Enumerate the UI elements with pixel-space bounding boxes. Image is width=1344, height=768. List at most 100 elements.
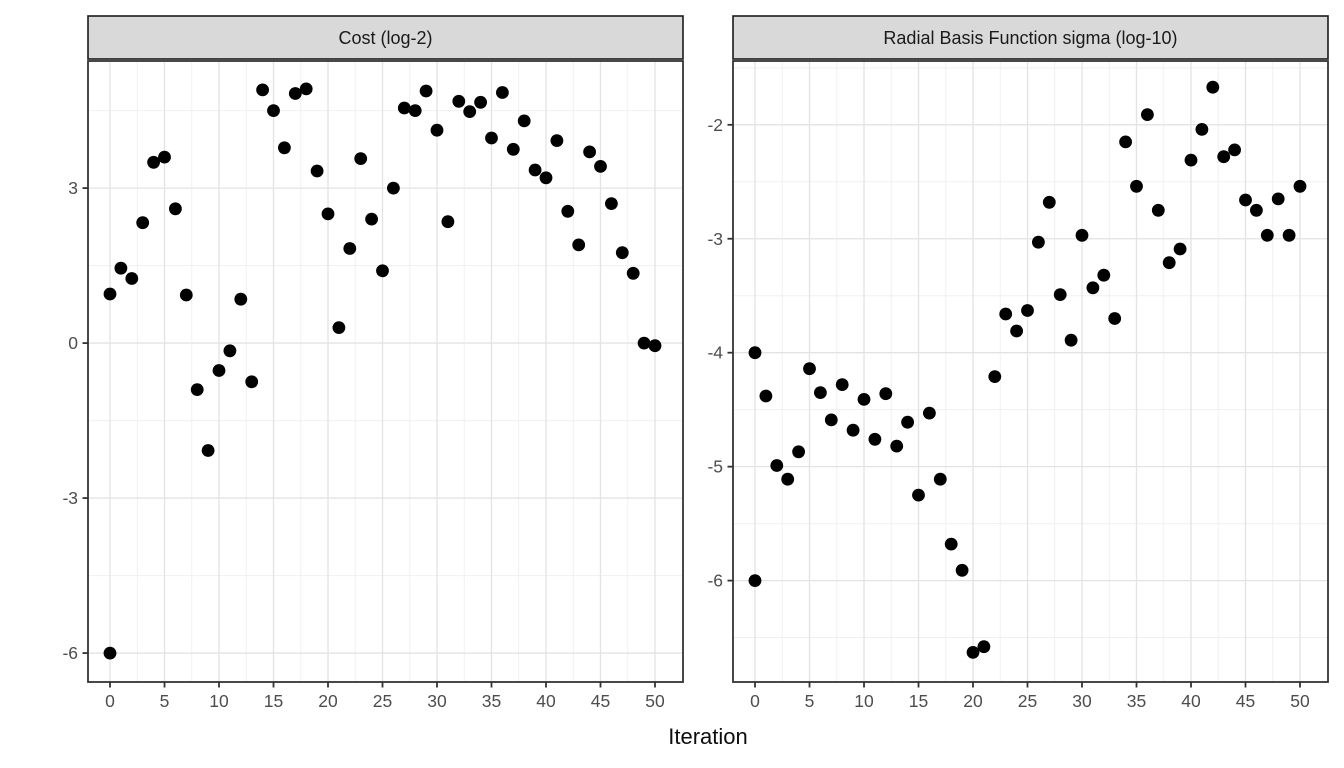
data-point [517,114,531,128]
data-point [245,375,259,389]
data-point [857,393,871,406]
data-point [299,82,313,96]
x-tick-label: 30 [427,691,447,711]
y-tick-label: -5 [707,457,723,477]
x-tick-label: 0 [750,691,760,711]
data-point [256,83,269,97]
x-tick-label: 40 [1181,691,1201,711]
data-point [397,101,411,115]
data-point [803,362,816,376]
data-point [267,104,280,117]
data-point [1075,228,1089,242]
data-point [136,216,150,230]
data-point [1217,150,1231,164]
data-point [223,344,237,358]
facet-strip-title: Radial Basis Function sigma (log-10) [883,28,1177,48]
data-point [583,145,596,159]
data-point [158,150,171,164]
facet-strip [732,15,1329,60]
panel-background [733,61,1328,682]
data-point [1032,235,1045,249]
data-point [506,142,520,156]
data-point [474,95,487,109]
data-point [528,163,542,177]
data-point [234,292,248,306]
data-point [201,444,215,457]
x-tick-label: 35 [1127,691,1146,711]
data-point [933,472,947,486]
data-point [147,155,161,169]
y-tick-label: -4 [707,343,723,363]
data-point [1010,324,1023,338]
data-point [310,164,324,178]
data-point [1206,80,1220,94]
data-point [648,339,662,353]
facet-strip [87,15,684,60]
data-point [626,266,640,280]
x-tick-label: 10 [209,691,229,711]
y-tick-label: 0 [68,333,78,353]
data-point [1053,288,1067,301]
data-point [944,537,958,551]
y-tick-label: -6 [707,571,723,591]
data-point [615,246,629,260]
data-point [1173,242,1187,256]
data-point [770,459,784,472]
y-tick-label: -2 [707,115,723,135]
data-point [748,346,762,360]
data-point [1064,333,1078,347]
data-point [912,488,925,502]
data-point [288,87,302,100]
x-tick-label: 25 [1018,691,1037,711]
x-tick-label: 45 [591,691,610,711]
data-point [114,261,128,275]
data-point [637,336,651,350]
data-point [824,413,838,427]
data-point [781,472,795,486]
x-tick-label: 15 [264,691,283,711]
data-point [1151,203,1165,217]
data-point [169,202,182,216]
data-point [354,152,368,166]
x-tick-label: 40 [536,691,556,711]
data-point [955,563,969,577]
data-point [923,406,936,420]
x-tick-label: 5 [805,691,815,711]
x-tick-label: 10 [854,691,874,711]
data-point [835,378,849,391]
data-point [278,141,291,155]
data-point [1086,281,1100,295]
data-point [463,105,477,118]
data-point [1042,195,1056,209]
data-point [748,574,762,587]
data-point [605,197,618,211]
data-point [496,86,509,99]
facet-strip-title: Cost (log-2) [338,28,432,48]
data-point [966,646,980,659]
x-tick-label: 35 [482,691,501,711]
data-point [1141,108,1154,121]
data-point [879,387,893,401]
data-point [1021,304,1034,317]
panel-border [87,60,684,683]
data-point [1195,122,1209,136]
data-point [814,386,827,399]
data-point [190,383,204,396]
x-tick-label: 50 [1290,691,1310,711]
data-point [759,389,773,403]
data-point [1228,143,1241,157]
x-tick-label: 5 [160,691,170,711]
y-tick-label: 3 [68,178,78,198]
data-point [539,171,553,185]
x-tick-label: 25 [373,691,392,711]
data-point [408,104,422,117]
data-point [103,646,117,660]
data-point [452,94,466,108]
x-tick-label: 20 [963,691,983,711]
data-point [212,364,226,377]
data-point [387,181,400,195]
data-point [430,123,444,137]
